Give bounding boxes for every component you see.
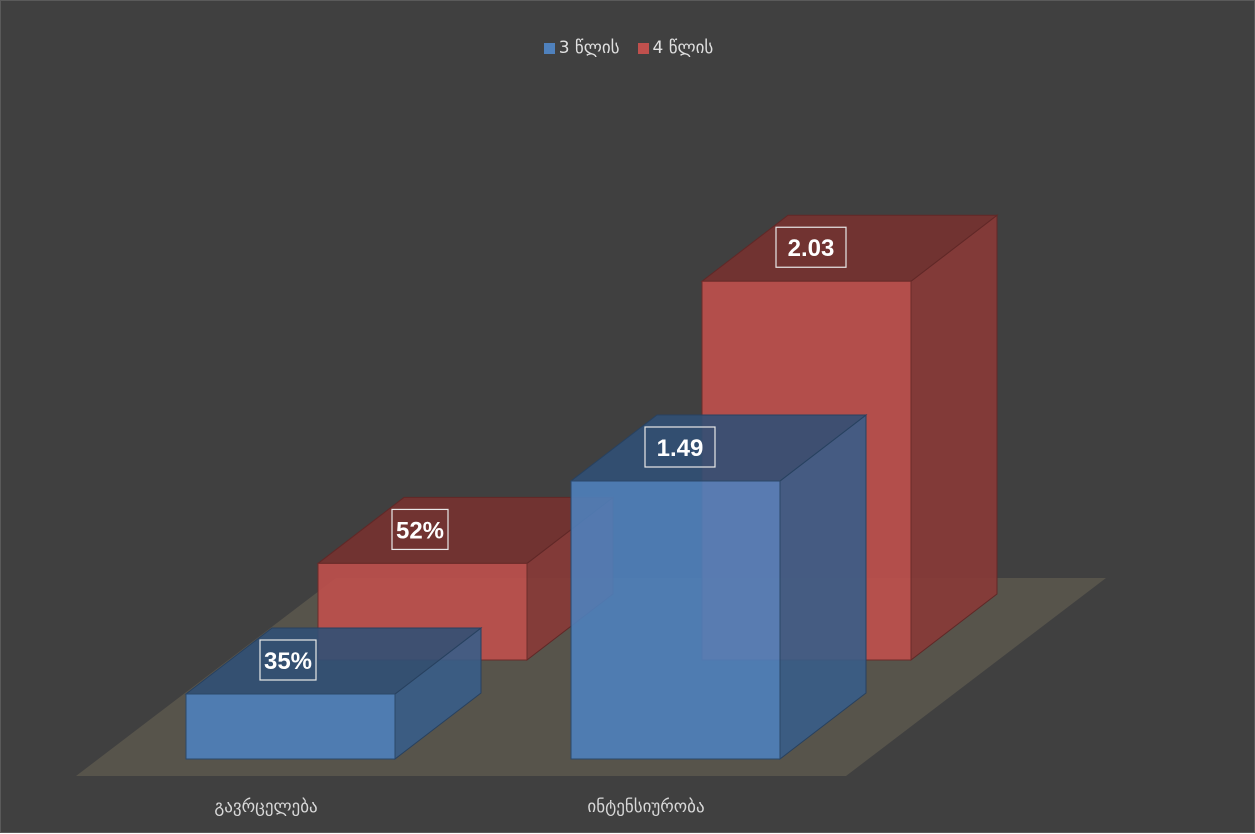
bar-3-year-prevalence: 35% [184, 626, 483, 761]
legend: 3 წლის 4 წლის [1, 38, 1255, 58]
bar-3-year-prevalence-data-label: 35% [259, 639, 317, 681]
bar-4-year-prevalence-data-label-box [391, 508, 449, 551]
bar-4-year-intensity-data-label: 2.03 [775, 226, 847, 268]
legend-label-4-year: 4 წლის [652, 38, 714, 58]
legend-swatch-red [637, 42, 649, 54]
bar-4-year-intensity-data-label-box [775, 226, 847, 268]
bar-4-year-prevalence-data-label-text: 52% [396, 517, 444, 544]
bar-3-year-intensity-data-label-box [644, 426, 716, 468]
category-label-prevalence: გავრცელება [214, 797, 318, 817]
legend-item-3-year: 3 წლის [543, 38, 620, 58]
legend-label-3-year: 3 წლის [558, 38, 620, 58]
bar-3-year-prevalence-data-label-text: 35% [264, 648, 312, 675]
bar-3-year-prevalence-front [185, 693, 396, 760]
bar-3-year-intensity: 1.49 [569, 413, 868, 761]
bar-3-year-intensity-data-label-text: 1.49 [657, 435, 704, 462]
bar-4-year-prevalence-data-label: 52% [391, 508, 449, 551]
legend-swatch-blue [543, 42, 555, 54]
bar-3-year-prevalence-data-label-box [259, 639, 317, 681]
bar-3-year-intensity-front [570, 480, 781, 760]
bar-3-year-intensity-data-label: 1.49 [644, 426, 716, 468]
legend-item-4-year: 4 წლის [637, 38, 714, 58]
bar-4-year-intensity-data-label-text: 2.03 [788, 235, 835, 262]
category-label-intensity: ინტენსიურობა [587, 797, 705, 817]
bar-4-year-intensity-side [910, 214, 998, 662]
